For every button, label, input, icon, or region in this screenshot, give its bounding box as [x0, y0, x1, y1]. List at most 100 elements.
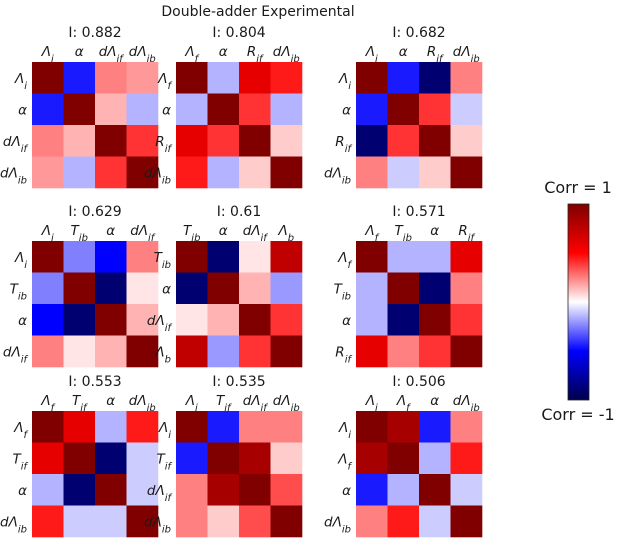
row-label: Rif [335, 344, 352, 365]
heatmap-cell [126, 93, 159, 126]
heatmap-panel-6: I: 0.571 Λf Λf Tib Tib α α Rif Rif [334, 204, 483, 368]
heatmap-cell [207, 241, 240, 273]
heatmap-cell [207, 125, 240, 157]
row-label: dΛib [144, 165, 171, 186]
heatmap-cell [356, 411, 388, 443]
heatmap-cell [419, 241, 451, 273]
row-label: Λf [337, 451, 352, 472]
heatmap-cell [63, 442, 96, 475]
heatmap-cell [32, 93, 64, 126]
heatmap-cell [63, 125, 96, 157]
row-label: α [162, 281, 171, 297]
heatmap-cell [95, 442, 127, 475]
heatmap-cell [207, 304, 240, 336]
heatmap-cell [32, 474, 64, 506]
heatmap-cell [450, 241, 483, 273]
heatmap-cell [126, 272, 159, 305]
heatmap-cell [176, 304, 208, 336]
row-label: dΛif [147, 313, 173, 334]
heatmap-cell [419, 93, 451, 126]
heatmap-cell [356, 505, 388, 538]
heatmap-cell [176, 505, 208, 538]
heatmap-cell [270, 505, 303, 538]
heatmap-cell [419, 474, 451, 506]
heatmap-cell [450, 442, 483, 475]
heatmap-cell [270, 62, 303, 94]
heatmap-cell [95, 474, 127, 506]
heatmap-cell [450, 474, 483, 506]
heatmap-cell [270, 93, 303, 126]
heatmap-cell [126, 411, 159, 443]
heatmap-cell [63, 156, 96, 189]
row-label: dΛib [324, 514, 351, 535]
heatmap-cell [239, 241, 271, 273]
colorbar-top-label: Corr = 1 [544, 178, 612, 197]
row-label: Tif [156, 451, 172, 472]
heatmap-cell [450, 93, 483, 126]
heatmap-cell [270, 335, 303, 368]
heatmap-cell [387, 474, 420, 506]
column-label: Tif [72, 393, 88, 414]
column-label: α [106, 393, 115, 409]
heatmap-cell [207, 474, 240, 506]
heatmap-cell [126, 62, 159, 94]
row-label: α [342, 483, 351, 499]
column-label: Λi [365, 393, 378, 414]
heatmap-cell [63, 304, 96, 336]
column-label: α [430, 223, 439, 239]
heatmap-cell [356, 272, 388, 305]
row-label: Λi [158, 420, 171, 441]
heatmap-cell [450, 505, 483, 538]
heatmap-cell [126, 474, 159, 506]
heatmap-cell [270, 411, 303, 443]
heatmap-cell [270, 156, 303, 189]
heatmap-cell [450, 125, 483, 157]
heatmap-cell [95, 125, 127, 157]
heatmap-cell [356, 241, 388, 273]
heatmap-cell [32, 505, 64, 538]
row-label: Rif [335, 134, 352, 155]
heatmap-cell [126, 156, 159, 189]
heatmap-cell [356, 125, 388, 157]
heatmap-cell [356, 442, 388, 475]
heatmap-cell [387, 335, 420, 368]
heatmap-cell [239, 474, 271, 506]
heatmap-cell [239, 442, 271, 475]
heatmap-cell [63, 62, 96, 94]
heatmap-cell [356, 93, 388, 126]
row-label: α [18, 102, 27, 118]
column-label: Tib [183, 223, 200, 244]
heatmap-cell [32, 272, 64, 305]
panel-title: I: 0.553 [68, 374, 121, 390]
heatmap-cell [207, 505, 240, 538]
heatmap-cell [207, 62, 240, 94]
heatmap-cell [450, 62, 483, 94]
column-label: Λf [396, 393, 411, 414]
column-label: Rif [427, 44, 444, 65]
heatmap-cell [450, 335, 483, 368]
heatmap-cell [387, 62, 420, 94]
heatmap-cell [32, 62, 64, 94]
column-label: dΛib [453, 44, 480, 65]
heatmap-cell [239, 304, 271, 336]
heatmap-cell [419, 156, 451, 189]
heatmap-cell [32, 411, 64, 443]
row-label: Tib [10, 281, 27, 302]
heatmap-cell [32, 125, 64, 157]
row-label: Tib [334, 281, 351, 302]
heatmap-cell [387, 304, 420, 336]
column-label: Λb [277, 223, 294, 244]
row-label: dΛif [3, 344, 29, 365]
column-label: dΛib [129, 393, 156, 414]
heatmap-cell [270, 272, 303, 305]
heatmap-cell [450, 272, 483, 305]
row-label: α [342, 102, 351, 118]
colorbar: Corr = 1 Corr = -1 [541, 178, 614, 424]
heatmap-cell [32, 304, 64, 336]
heatmap-cell [387, 272, 420, 305]
heatmap-cell [95, 411, 127, 443]
